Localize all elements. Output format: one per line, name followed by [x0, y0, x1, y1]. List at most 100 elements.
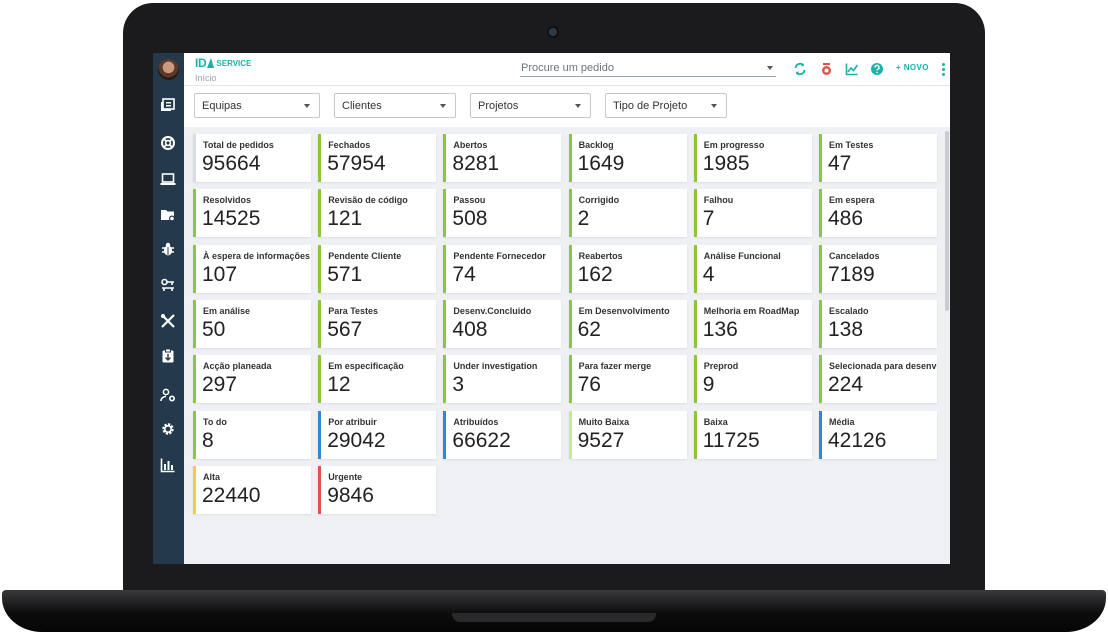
status-card-count: 486 [828, 207, 864, 231]
status-card[interactable]: Análise Funcional 4 [693, 244, 812, 293]
avatar[interactable] [158, 59, 179, 80]
key-icon[interactable] [160, 277, 176, 293]
filter-clientes[interactable]: Clientes [334, 93, 456, 118]
status-card-label: Cancelados [829, 250, 880, 261]
status-card[interactable]: Alta 22440 [193, 465, 311, 514]
status-card[interactable]: Desenv.Concluido 408 [443, 299, 562, 348]
help-icon[interactable] [870, 62, 884, 76]
status-card[interactable]: Para fazer merge 76 [568, 355, 687, 404]
app-logo[interactable]: ID SERVICE [195, 56, 252, 70]
tools-icon[interactable] [160, 313, 176, 329]
status-card-count: 7 [702, 207, 715, 231]
status-card[interactable]: Em progresso 1985 [693, 134, 812, 182]
status-card[interactable]: Acção planeada 297 [193, 355, 311, 404]
status-card[interactable]: Fechados 57954 [318, 134, 437, 182]
status-card-label: Acção planeada [203, 361, 272, 372]
status-card-count: 1985 [702, 152, 750, 175]
status-card-label: Em especificação [328, 361, 404, 372]
status-card-count: 136 [702, 317, 738, 341]
support-icon[interactable] [160, 135, 176, 151]
status-card-count: 14525 [202, 207, 261, 231]
status-card[interactable]: Resolvidos 14525 [193, 189, 311, 238]
status-card-label: Para Testes [328, 305, 379, 316]
status-card[interactable]: Em especificação 12 [318, 355, 437, 404]
laptop-base-notch [452, 613, 656, 622]
status-card[interactable]: Revisão de código 121 [318, 189, 437, 238]
filter-equipas[interactable]: Equipas [194, 93, 320, 118]
status-card-label: Para fazer merge [578, 361, 652, 372]
status-card[interactable]: Atribuídos 66622 [443, 410, 562, 459]
status-card-count: 8281 [452, 152, 500, 175]
gear-icon[interactable] [160, 421, 176, 437]
user-settings-icon[interactable] [160, 387, 176, 403]
status-card[interactable]: Abertos 8281 [443, 134, 562, 182]
status-card-label: Em espera [829, 195, 875, 206]
status-card[interactable]: Melhoria em RoadMap 136 [693, 299, 812, 348]
status-card[interactable]: Muito Baixa 9527 [568, 410, 687, 459]
status-card[interactable]: Média 42126 [819, 410, 937, 459]
clipboard-icon[interactable] [160, 348, 176, 364]
status-card-label: Revisão de código [328, 195, 408, 206]
status-card-count: 4 [702, 262, 715, 286]
bar-chart-icon[interactable] [160, 457, 176, 473]
status-card-count: 121 [327, 207, 363, 231]
laptop-icon[interactable] [160, 171, 176, 187]
scrollbar[interactable] [945, 131, 949, 311]
status-card[interactable]: Passou 508 [443, 189, 562, 238]
dashboard-icon[interactable] [160, 97, 176, 113]
status-card-label: Pendente Cliente [328, 250, 402, 261]
status-card[interactable]: Under investigation 3 [443, 355, 562, 404]
status-card[interactable]: Pendente Fornecedor 74 [443, 244, 562, 293]
status-card[interactable]: Em Desenvolvimento 62 [568, 299, 687, 348]
status-card[interactable]: Corrigido 2 [568, 189, 687, 238]
status-card-count: 12 [327, 373, 351, 397]
status-card[interactable]: À espera de informações 107 [193, 244, 311, 293]
status-card-label: Selecionada para desenvolvimento [829, 361, 937, 372]
status-card-count: 2 [577, 207, 590, 231]
status-card-count: 162 [577, 262, 613, 286]
status-card[interactable]: Falhou 7 [693, 189, 812, 238]
status-card[interactable]: To do 8 [193, 410, 311, 459]
status-card[interactable]: Baixa 11725 [693, 410, 812, 459]
status-card[interactable]: Urgente 9846 [318, 465, 437, 514]
status-card[interactable]: Em análise 50 [193, 299, 311, 348]
more-options-icon[interactable] [942, 63, 946, 77]
status-card-label: Melhoria em RoadMap [703, 305, 800, 316]
status-card[interactable]: Total de pedidos 95664 [193, 134, 311, 182]
chevron-down-icon [304, 104, 310, 108]
status-card[interactable]: Pendente Cliente 571 [318, 244, 437, 293]
status-card-count: 42126 [828, 428, 887, 452]
status-card[interactable]: Em espera 486 [819, 189, 937, 238]
status-card[interactable]: Por atribuir 29042 [318, 410, 437, 459]
new-request-button[interactable]: + NOVO [896, 63, 929, 72]
status-card-label: Preprod [703, 361, 739, 372]
chevron-down-icon[interactable] [767, 66, 773, 70]
status-card-label: Muito Baixa [578, 416, 630, 427]
status-card[interactable]: Escalado 138 [819, 299, 937, 348]
folder-settings-icon[interactable] [160, 207, 176, 223]
status-card-count: 22440 [202, 483, 261, 507]
status-card[interactable]: Em Testes 47 [819, 134, 937, 182]
status-card[interactable]: Cancelados 7189 [819, 244, 937, 293]
status-card[interactable]: Preprod 9 [693, 355, 812, 404]
status-card[interactable]: Backlog 1649 [568, 134, 687, 182]
search-input[interactable]: Procure um pedido [520, 59, 776, 77]
status-card-count: 297 [202, 373, 238, 397]
filter-projetos[interactable]: Projetos [470, 93, 591, 118]
status-card-label: Reabertos [578, 250, 623, 261]
line-chart-icon[interactable] [845, 62, 859, 76]
status-card-label: Under investigation [453, 361, 538, 372]
bug-icon[interactable] [160, 241, 176, 257]
timer-alert-icon[interactable] [820, 62, 834, 76]
sync-icon[interactable] [793, 62, 807, 76]
status-card[interactable]: Reabertos 162 [568, 244, 687, 293]
breadcrumb[interactable]: Início [195, 73, 217, 83]
status-card[interactable]: Selecionada para desenvolvimento224 [819, 355, 937, 404]
status-card-label: Passou [453, 195, 486, 206]
status-card-count: 57954 [327, 152, 386, 175]
status-card-label: Em Testes [829, 140, 874, 150]
status-card-label: Fechados [328, 140, 371, 150]
status-card-label: Escalado [829, 305, 869, 316]
status-card[interactable]: Para Testes 567 [318, 299, 437, 348]
filter-tipo-projeto[interactable]: Tipo de Projeto [605, 93, 727, 118]
